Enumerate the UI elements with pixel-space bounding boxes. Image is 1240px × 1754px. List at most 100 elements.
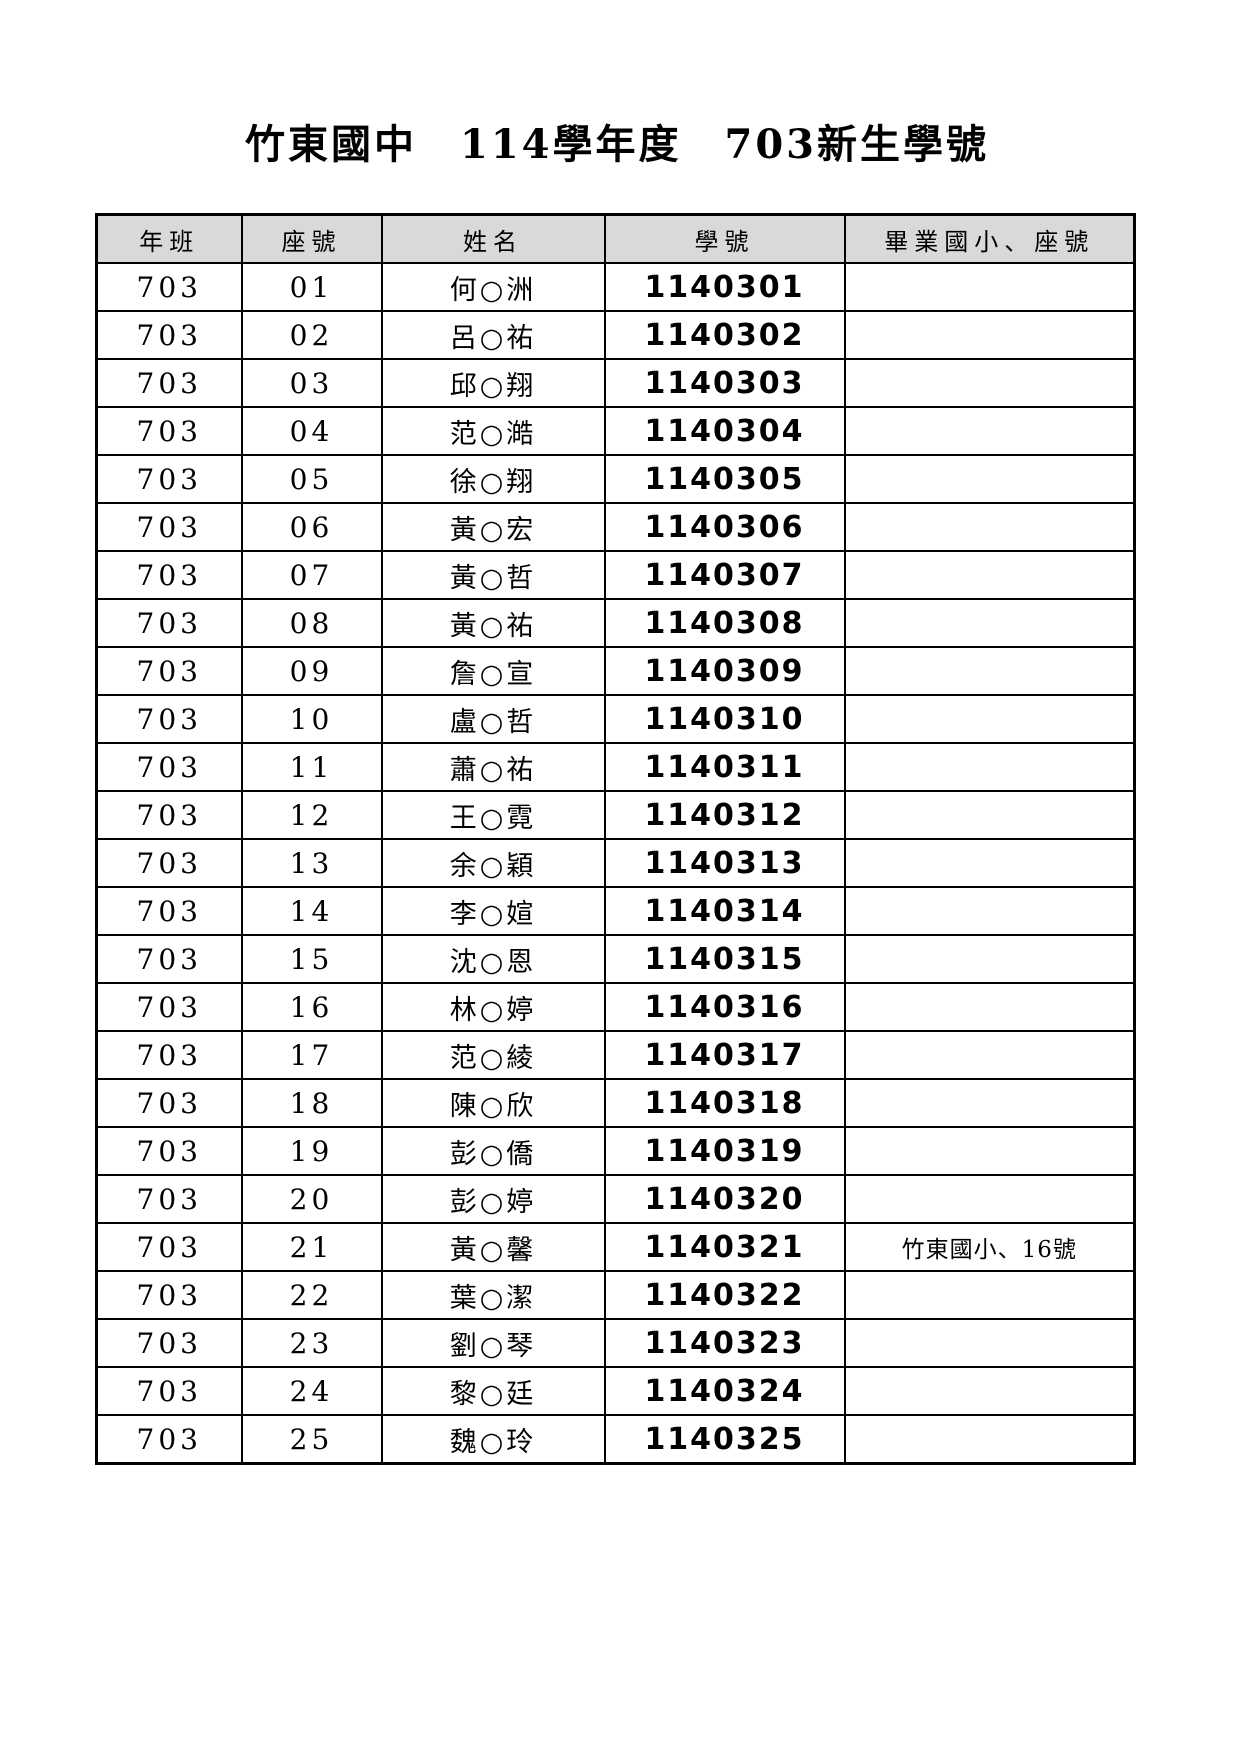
cell-elementary-note: 竹東國小、16號 <box>843 1222 1136 1272</box>
header-seat: 座號 <box>240 213 383 264</box>
cell-student-id: 1140324 <box>603 1366 846 1416</box>
cell-class: 703 <box>95 934 243 984</box>
cell-seat-number: 13 <box>240 838 383 888</box>
cell-student-name: 蕭○祐 <box>380 742 606 792</box>
cell-student-id: 1140311 <box>603 742 846 792</box>
cell-seat-number: 25 <box>240 1414 383 1465</box>
cell-student-name: 徐○翔 <box>380 454 606 504</box>
cell-student-id: 1140302 <box>603 310 846 360</box>
cell-seat-number: 08 <box>240 598 383 648</box>
cell-seat-number: 06 <box>240 502 383 552</box>
table-header: 年班 座號 姓名 學號 畢業國小、座號 <box>95 213 1136 264</box>
cell-student-id: 1140320 <box>603 1174 846 1224</box>
cell-elementary-note <box>843 838 1136 888</box>
cell-class: 703 <box>95 646 243 696</box>
page-title: 竹東國中 114學年度 703新生學號 <box>245 121 989 168</box>
cell-elementary-note <box>843 934 1136 984</box>
cell-seat-number: 11 <box>240 742 383 792</box>
cell-student-id: 1140314 <box>603 886 846 936</box>
cell-class: 703 <box>95 742 243 792</box>
cell-class: 703 <box>95 502 243 552</box>
cell-seat-number: 12 <box>240 790 383 840</box>
cell-seat-number: 14 <box>240 886 383 936</box>
table-row: 703 08 黃○祐 1140308 <box>95 598 1136 648</box>
cell-student-id: 1140301 <box>603 262 846 312</box>
cell-student-name: 彭○婷 <box>380 1174 606 1224</box>
table-row: 703 16 林○婷 1140316 <box>95 982 1136 1032</box>
cell-class: 703 <box>95 598 243 648</box>
cell-class: 703 <box>95 1270 243 1320</box>
cell-seat-number: 21 <box>240 1222 383 1272</box>
cell-student-name: 彭○僑 <box>380 1126 606 1176</box>
cell-student-id: 1140316 <box>603 982 846 1032</box>
cell-class: 703 <box>95 1414 243 1465</box>
cell-seat-number: 01 <box>240 262 383 312</box>
cell-student-id: 1140306 <box>603 502 846 552</box>
cell-student-name: 范○綾 <box>380 1030 606 1080</box>
cell-elementary-note <box>843 886 1136 936</box>
cell-class: 703 <box>95 790 243 840</box>
cell-seat-number: 05 <box>240 454 383 504</box>
cell-class: 703 <box>95 694 243 744</box>
cell-student-name: 魏○玲 <box>380 1414 606 1465</box>
cell-elementary-note <box>843 1078 1136 1128</box>
cell-elementary-note <box>843 790 1136 840</box>
cell-seat-number: 17 <box>240 1030 383 1080</box>
cell-seat-number: 20 <box>240 1174 383 1224</box>
cell-elementary-note <box>843 1030 1136 1080</box>
cell-elementary-note <box>843 1318 1136 1368</box>
cell-student-id: 1140305 <box>603 454 846 504</box>
cell-student-name: 詹○宣 <box>380 646 606 696</box>
table-row: 703 25 魏○玲 1140325 <box>95 1414 1136 1465</box>
cell-elementary-note <box>843 406 1136 456</box>
cell-student-name: 何○洲 <box>380 262 606 312</box>
cell-elementary-note <box>843 1366 1136 1416</box>
cell-class: 703 <box>95 838 243 888</box>
cell-seat-number: 10 <box>240 694 383 744</box>
table-row: 703 12 王○霓 1140312 <box>95 790 1136 840</box>
table-row: 703 17 范○綾 1140317 <box>95 1030 1136 1080</box>
cell-student-id: 1140317 <box>603 1030 846 1080</box>
cell-student-id: 1140304 <box>603 406 846 456</box>
cell-elementary-note <box>843 454 1136 504</box>
cell-student-id: 1140310 <box>603 694 846 744</box>
cell-class: 703 <box>95 1126 243 1176</box>
cell-seat-number: 02 <box>240 310 383 360</box>
cell-student-name: 余○穎 <box>380 838 606 888</box>
student-roster-table: 年班 座號 姓名 學號 畢業國小、座號 703 01 何○洲 1140301 7… <box>95 213 1136 1465</box>
cell-seat-number: 16 <box>240 982 383 1032</box>
cell-elementary-note <box>843 982 1136 1032</box>
cell-student-id: 1140321 <box>603 1222 846 1272</box>
cell-elementary-note <box>843 1270 1136 1320</box>
cell-class: 703 <box>95 1078 243 1128</box>
cell-student-name: 王○霓 <box>380 790 606 840</box>
cell-student-id: 1140322 <box>603 1270 846 1320</box>
cell-elementary-note <box>843 262 1136 312</box>
cell-class: 703 <box>95 262 243 312</box>
cell-class: 703 <box>95 982 243 1032</box>
table-row: 703 14 李○媗 1140314 <box>95 886 1136 936</box>
cell-seat-number: 07 <box>240 550 383 600</box>
table-row: 703 18 陳○欣 1140318 <box>95 1078 1136 1128</box>
cell-student-id: 1140312 <box>603 790 846 840</box>
cell-student-id: 1140307 <box>603 550 846 600</box>
table-row: 703 09 詹○宣 1140309 <box>95 646 1136 696</box>
cell-seat-number: 22 <box>240 1270 383 1320</box>
cell-class: 703 <box>95 886 243 936</box>
cell-student-id: 1140315 <box>603 934 846 984</box>
cell-class: 703 <box>95 1366 243 1416</box>
cell-student-name: 沈○恩 <box>380 934 606 984</box>
table-row: 703 05 徐○翔 1140305 <box>95 454 1136 504</box>
table-row: 703 20 彭○婷 1140320 <box>95 1174 1136 1224</box>
table-row: 703 06 黃○宏 1140306 <box>95 502 1136 552</box>
header-class: 年班 <box>95 213 243 264</box>
cell-student-name: 范○澔 <box>380 406 606 456</box>
cell-elementary-note <box>843 646 1136 696</box>
cell-seat-number: 24 <box>240 1366 383 1416</box>
cell-class: 703 <box>95 1222 243 1272</box>
cell-student-name: 黎○廷 <box>380 1366 606 1416</box>
header-student-id: 學號 <box>603 213 846 264</box>
cell-seat-number: 19 <box>240 1126 383 1176</box>
cell-student-name: 盧○哲 <box>380 694 606 744</box>
table-row: 703 13 余○穎 1140313 <box>95 838 1136 888</box>
